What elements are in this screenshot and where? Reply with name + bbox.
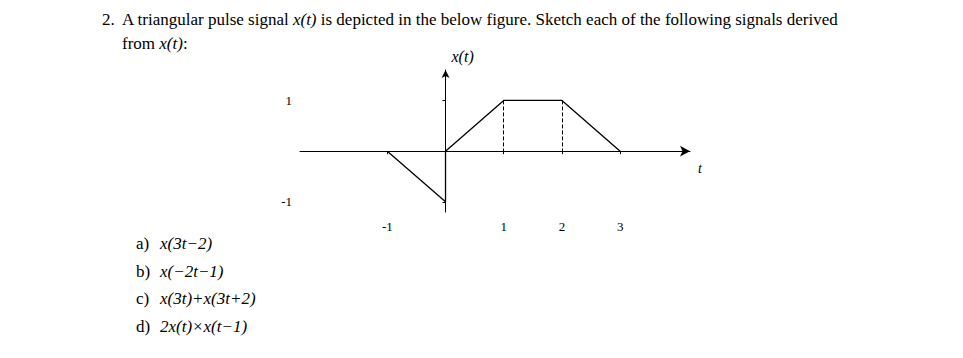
html-text:A triangular pulse signal x(t): A triangular pulse signal x(t) is depict… (122, 10, 838, 29)
svg-text:-1: -1 (382, 219, 393, 234)
html-text:c): c) (136, 289, 150, 308)
html-text:d): d) (136, 316, 151, 336)
svg-text:1: 1 (286, 93, 293, 108)
html-text:x(3t)+x(3t+2): x(3t)+x(3t+2) (160, 289, 256, 308)
html-text:x(−2t−1): x(−2t−1) (160, 261, 224, 281)
svg-text:3: 3 (617, 219, 624, 234)
svg-text:2: 2 (559, 219, 566, 234)
svg-text:t: t (698, 161, 703, 176)
html-text:b): b) (136, 261, 151, 281)
html-text:a): a) (136, 234, 150, 253)
html-text:2.: 2. (102, 10, 115, 29)
svg-text:x(t): x(t) (451, 48, 474, 66)
svg-text:1: 1 (500, 219, 507, 234)
html-text:from x(t):: from x(t): (122, 34, 188, 53)
html-text:2 x(t) ×x(t−1): 2 x(t) ×x(t−1) (160, 316, 248, 336)
svg-text:-1: -1 (281, 194, 292, 209)
html-text:x(3t−2): x(3t−2) (160, 234, 213, 253)
